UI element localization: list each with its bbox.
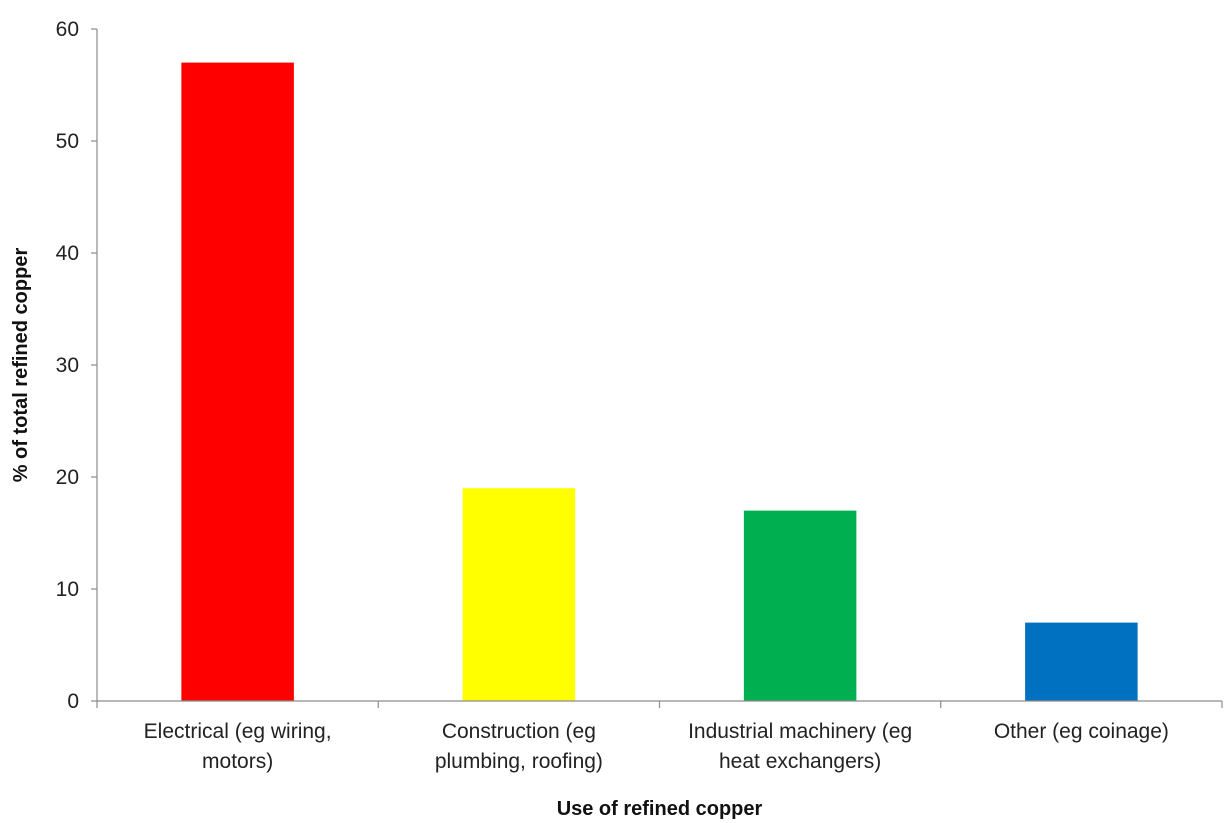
x-category-label-line: Construction (eg [442, 720, 596, 743]
x-category-label: Electrical (eg wiring, motors) [144, 720, 332, 773]
x-axis-ticks [96, 701, 1223, 708]
x-category-label-line: plumbing, roofing) [435, 750, 603, 773]
y-tick-label: 30 [56, 354, 79, 377]
bar [181, 62, 294, 702]
y-tick-label: 20 [56, 466, 79, 489]
y-axis-ticks: 0 10 20 30 40 50 60 [56, 18, 97, 713]
x-category-label-line: motors) [202, 750, 273, 773]
x-category-label-line: Electrical (eg wiring, [144, 720, 332, 743]
bar [743, 510, 857, 701]
bar [462, 488, 576, 701]
x-axis-category-labels: Electrical (eg wiring, motors) Constructio… [144, 720, 1169, 773]
x-category-label: Other (eg coinage) [994, 720, 1169, 743]
x-category-label: Construction (eg plumbing, roofing) [435, 720, 603, 773]
bars [181, 62, 1138, 702]
y-tick-label: 50 [56, 130, 79, 153]
y-axis-title: % of total refined copper [10, 248, 32, 483]
y-tick-label: 40 [56, 242, 79, 265]
x-category-label-line: heat exchangers) [719, 750, 881, 773]
y-tick-label: 10 [56, 578, 79, 601]
y-tick-label: 60 [56, 18, 79, 41]
x-axis-title: Use of refined copper [557, 798, 763, 820]
x-category-label-line: Industrial machinery (eg [688, 720, 912, 743]
x-category-label-line: Other (eg coinage) [994, 720, 1169, 743]
y-tick-label: 0 [67, 690, 79, 713]
bar [1025, 622, 1138, 701]
x-category-label: Industrial machinery (eg heat exchangers) [688, 720, 912, 773]
